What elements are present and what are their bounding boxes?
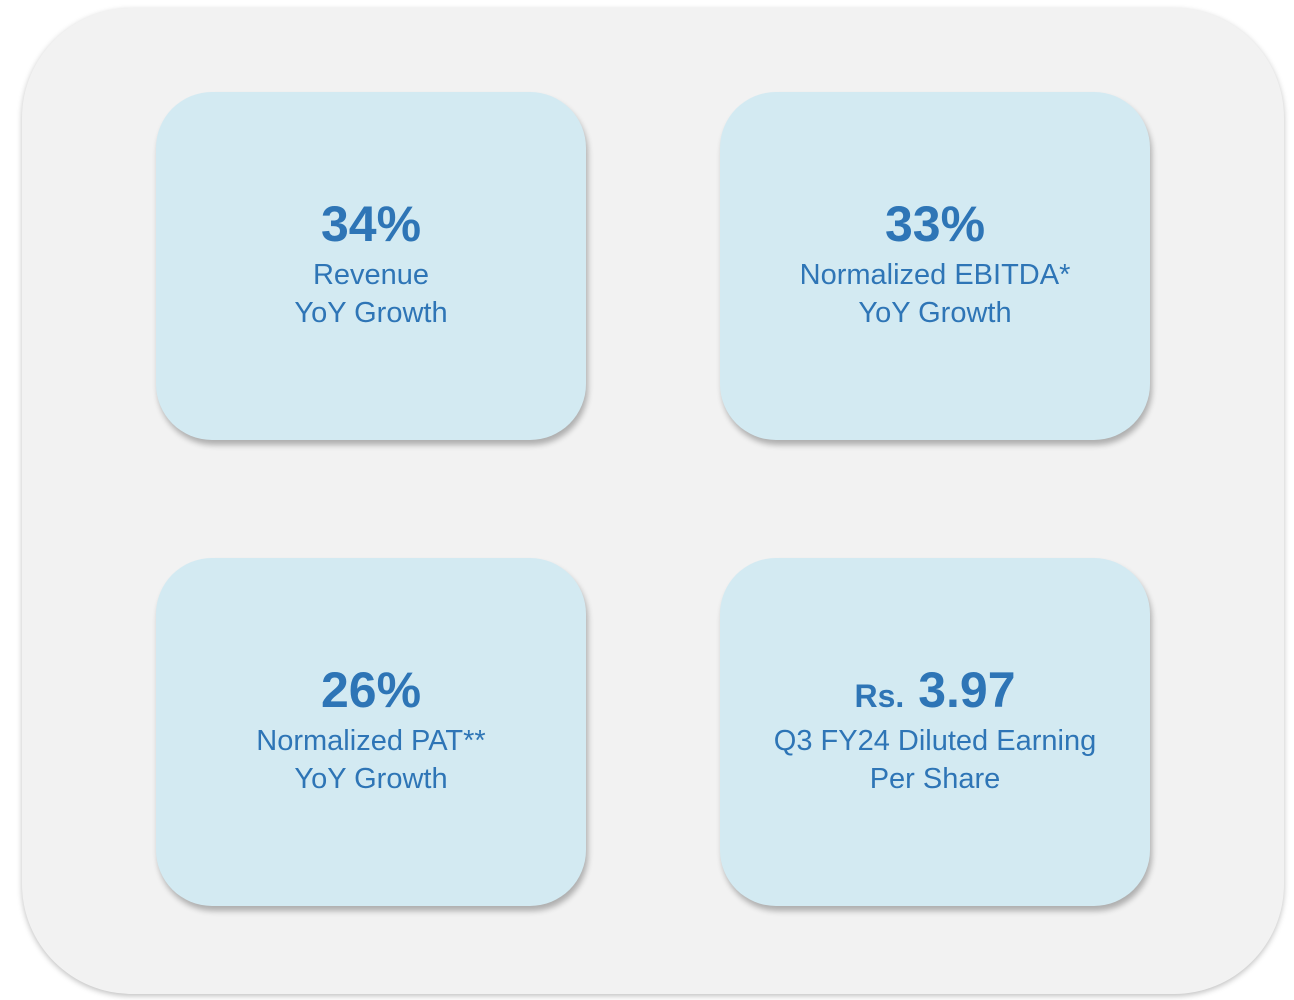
value: 34% xyxy=(320,196,422,252)
card: 26% Normalized PAT** YoY Growth xyxy=(156,558,586,906)
value: 33% xyxy=(884,196,986,252)
label: Per Share xyxy=(869,763,1001,795)
label: YoY Growth xyxy=(294,297,448,329)
label: Revenue xyxy=(312,259,430,291)
card: 34% Revenue YoY Growth xyxy=(156,92,586,440)
value: 26% xyxy=(320,662,422,718)
value: 3.97 xyxy=(918,662,1016,718)
label: Q3 FY24 Diluted Earning xyxy=(773,725,1097,757)
card: 33% Normalized EBITDA* YoY Growth xyxy=(720,92,1150,440)
card: Rs. 3.97 Q3 FY24 Diluted Earning Per Sha… xyxy=(720,558,1150,906)
panel: 34% Revenue YoY Growth 33% Normalized EB… xyxy=(22,8,1284,994)
prefix: Rs. xyxy=(854,678,905,714)
label: YoY Growth xyxy=(294,763,448,795)
value-row: Rs. 3.97 xyxy=(720,658,1150,722)
label: Normalized PAT** xyxy=(256,725,486,757)
label: Normalized EBITDA* xyxy=(799,259,1071,291)
label: YoY Growth xyxy=(858,297,1012,329)
